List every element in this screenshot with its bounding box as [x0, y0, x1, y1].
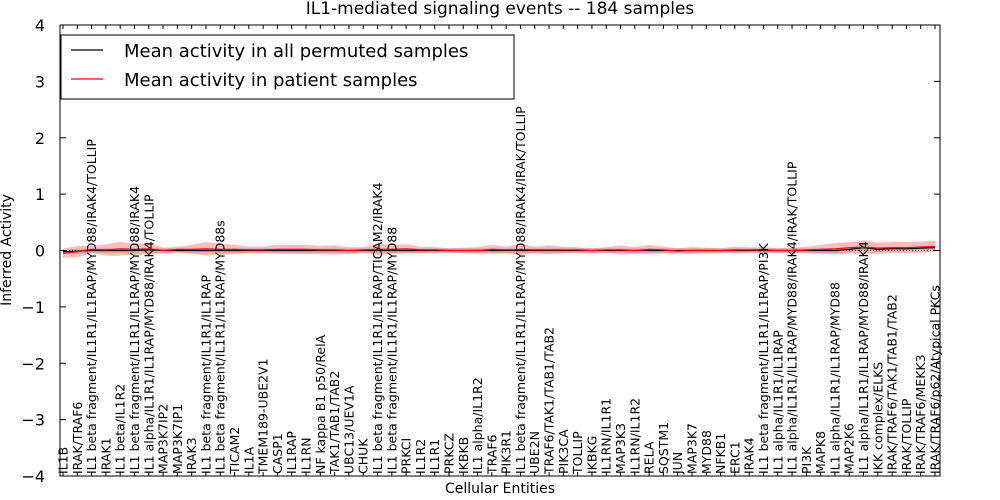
x-category-label: MAP2K6 — [842, 423, 857, 474]
x-category-label: IRAK/TRAF6/TAK1/TAB1/TAB2 — [885, 294, 900, 474]
x-category-label: IL1 beta fragment/IL1R1/IL1RAP/MYD88/IRA… — [84, 139, 99, 474]
x-category-label: TAK1/TAB1/TAB2 — [327, 371, 342, 475]
x-category-label: ERC1 — [727, 441, 742, 474]
x-category-label: TRAF6/TAK1/TAB1/TAB2 — [542, 327, 557, 475]
x-category-label: MYD88 — [699, 430, 714, 474]
x-category-label: IL1 alpha/IL1R2 — [470, 377, 485, 474]
y-tick-label: −2 — [21, 354, 45, 373]
x-category-label: IRAK/TOLLIP — [899, 398, 914, 474]
x-category-label: RELA — [642, 441, 657, 474]
x-axis-label: Cellular Entities — [445, 481, 555, 497]
x-category-label: IL1 beta fragment/IL1R1/IL1RAP/MYD88/IRA… — [513, 106, 528, 474]
x-category-label: UBE2N — [527, 431, 542, 474]
x-category-label: IRAK4 — [742, 437, 757, 474]
legend: Mean activity in all permuted samples Me… — [60, 34, 515, 100]
x-category-label: IRAK/TRAF6/MEKK3 — [913, 354, 928, 474]
x-category-label: IL1 beta/IL1R2 — [113, 384, 128, 474]
x-category-label: NF kappa B1 p50/RelA — [313, 334, 328, 474]
y-tick-label: −3 — [21, 411, 45, 430]
x-category-label: IL1B — [56, 447, 71, 474]
x-category-label: IL1 beta fragment/IL1R1/IL1RAP/PI3K — [756, 243, 771, 474]
x-category-label: MAP3K7 — [685, 423, 700, 474]
x-category-label: IL1 beta fragment/IL1R1/IL1RAP/MYD88/IRA… — [127, 186, 142, 474]
x-category-label: PI3K — [799, 446, 814, 474]
chart-title: IL1-mediated signaling events -- 184 sam… — [306, 0, 695, 19]
y-tick-label: 3 — [35, 72, 45, 91]
x-category-label: IL1A — [241, 446, 256, 474]
x-category-label: IL1 beta fragment/IL1R1/IL1RAP/MYD88 — [384, 227, 399, 474]
x-category-label: UBC13/UEV1A — [341, 385, 356, 474]
y-tick-label: −4 — [21, 467, 45, 486]
x-category-label: CASP1 — [270, 433, 285, 474]
x-category-label: MAP3K7IP2 — [156, 404, 171, 474]
x-category-label: IL1 alpha/IL1R1/IL1RAP/MYD88/IRAK4/IRAK/… — [785, 161, 800, 474]
x-category-label: IKBKG — [584, 436, 599, 474]
x-category-label: IL1RN — [299, 437, 314, 474]
x-category-label: TRAF6 — [484, 434, 499, 475]
x-category-label: PRKCI — [399, 438, 414, 474]
x-category-label: IL1 alpha/IL1R1/IL1RAP — [770, 330, 785, 474]
x-category-label: IL1 alpha/IL1R1/IL1RAP/MYD88/IRAK4 — [856, 241, 871, 474]
series-line-patient — [62, 246, 936, 254]
legend-box — [60, 34, 515, 100]
x-category-label: IL1 alpha/IL1R1/IL1RAP/MYD88/IRAK4/TOLLI… — [141, 194, 156, 474]
x-category-label: IRAK/TRAF6 — [70, 402, 85, 474]
x-category-label: IL1RAP — [284, 431, 299, 474]
x-category-label: IRAK/TRAF6/p62/Atypical PKCs — [928, 285, 943, 474]
x-category-label: NFKB1 — [713, 433, 728, 474]
y-tick-label: 0 — [35, 242, 45, 261]
x-category-label: TOLLIP — [570, 431, 585, 475]
x-category-label: PIK3CA — [556, 429, 571, 474]
y-tick-label: 1 — [35, 185, 45, 204]
legend-label-permuted: Mean activity in all permuted samples — [124, 41, 468, 62]
x-category-label: IL1 beta fragment/IL1R1/IL1RAP — [199, 274, 214, 474]
y-tick-label: 4 — [35, 16, 45, 35]
x-category-label: IRAK3 — [184, 437, 199, 474]
x-category-label: SQSTM1 — [656, 422, 671, 474]
x-category-label: IL1R2 — [413, 439, 428, 474]
x-category-label: TICAM2 — [227, 427, 242, 475]
y-tick-label: −1 — [21, 298, 45, 317]
x-category-label: IL1 beta fragment/IL1R1/IL1RAP/MYD88s — [213, 220, 228, 474]
x-category-label: IKK complex/ELKS — [870, 362, 885, 474]
x-category-label: IL1 beta fragment/IL1R1/IL1RAP/TICAM2/IR… — [370, 183, 385, 474]
x-category-label: PIK3R1 — [499, 430, 514, 474]
legend-label-patient: Mean activity in patient samples — [124, 70, 418, 91]
x-category-label: MAP3K7IP1 — [170, 404, 185, 474]
x-category-label: IL1RN/IL1R1 — [599, 398, 614, 474]
x-category-label: CHUK — [356, 438, 371, 474]
x-category-label: TMEM189-UBE2V1 — [256, 358, 271, 475]
y-axis-label: Inferred Activity — [0, 194, 15, 306]
x-category-label: PRKCZ — [442, 433, 457, 474]
x-category-label: MAP3K3 — [613, 423, 628, 474]
x-category-label: IRAK1 — [98, 437, 113, 474]
x-category-label: JUN — [670, 452, 685, 475]
y-tick-label: 2 — [35, 129, 45, 148]
x-category-label: IL1 alpha/IL1R1/IL1RAP/MYD88 — [827, 282, 842, 474]
x-category-label: IL1RN/IL1R2 — [627, 398, 642, 474]
x-category-label: IL1R1 — [427, 439, 442, 474]
x-category-label: MAPK8 — [813, 431, 828, 474]
x-category-label: IKBKB — [456, 437, 471, 474]
